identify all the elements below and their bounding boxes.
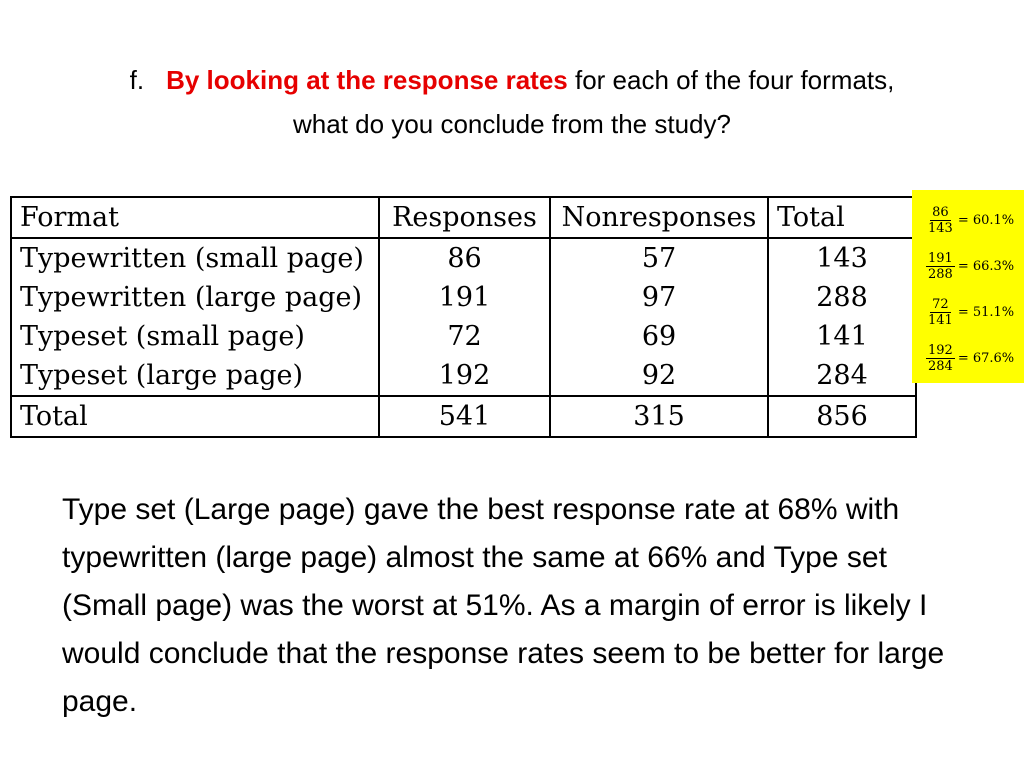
row-responses: 192 [378,356,550,397]
response-rate-calculations: 86 143 = 60.1% 191 288 = 66.3% 72 141 = … [912,190,1024,383]
calc-result: = 51.1% [957,304,1015,320]
header-nonresponses: Nonresponses [549,197,768,239]
fraction-numerator: 72 [930,296,951,313]
calc-row: 72 141 = 51.1% [926,289,1024,335]
row-nonresponses: 92 [549,356,768,397]
row-format: Typewritten (large page) [20,282,363,313]
table-total-row: Total 541 315 856 [11,396,916,437]
calc-row: 86 143 = 60.1% [926,197,1024,243]
fraction-numerator: 86 [930,204,951,221]
row-format: Typewritten (small page) [20,243,364,274]
calc-row: 191 288 = 66.3% [926,243,1024,289]
row-total: 284 [767,356,916,397]
slide-title: f. By looking at the response rates for e… [40,58,984,146]
fraction-denominator: 143 [928,220,953,236]
row-responses: 191 [378,278,550,317]
fraction-denominator: 141 [928,312,953,328]
header-responses: Responses [378,197,550,239]
row-responses: 72 [378,317,550,356]
fraction: 192 284 [926,343,955,374]
title-line2: what do you conclude from the study? [293,109,731,139]
fraction: 191 288 [926,251,955,282]
row-nonresponses: 97 [549,278,768,317]
fraction-denominator: 288 [928,266,953,282]
calc-row: 192 284 = 67.6% [926,335,1024,381]
table-row: Typeset (large page) 192 92 284 [11,356,916,397]
total-responses: 541 [378,396,550,437]
fraction-numerator: 192 [926,342,955,359]
calc-result: = 66.3% [957,258,1015,274]
question-label: f. [129,65,145,95]
row-total: 288 [767,278,916,317]
total-label: Total [20,401,88,432]
header-total: Total [767,197,916,239]
title-highlight: By looking at the response rates [166,65,568,95]
title-line1-rest: for each of the four formats, [567,65,895,95]
fraction-denominator: 284 [928,358,953,374]
total-total: 856 [767,396,916,437]
row-format: Typeset (large page) [11,356,379,397]
total-nonresponses: 315 [549,396,768,437]
response-table: Format Responses Nonresponses Total Type… [10,196,917,438]
calc-result: = 60.1% [957,212,1015,228]
row-total: 141 [767,317,916,356]
calc-result: = 67.6% [957,350,1015,366]
row-nonresponses: 57 [549,238,768,278]
header-format: Format [11,197,379,239]
fraction: 72 141 [926,297,955,328]
table-header-row: Format Responses Nonresponses Total [11,197,916,239]
conclusion-text: Type set (Large page) gave the best resp… [62,493,945,718]
row-format: Typeset (small page) [20,321,305,352]
row-nonresponses: 69 [549,317,768,356]
fraction: 86 143 [926,205,955,236]
row-responses: 86 [378,238,550,278]
table-row: Typewritten (small page) 86 57 143 [11,238,916,278]
row-total: 143 [767,238,916,278]
table-row: Typewritten (large page) 191 97 288 [11,278,916,317]
table-row: Typeset (small page) 72 69 141 [11,317,916,356]
fraction-numerator: 191 [926,250,955,267]
